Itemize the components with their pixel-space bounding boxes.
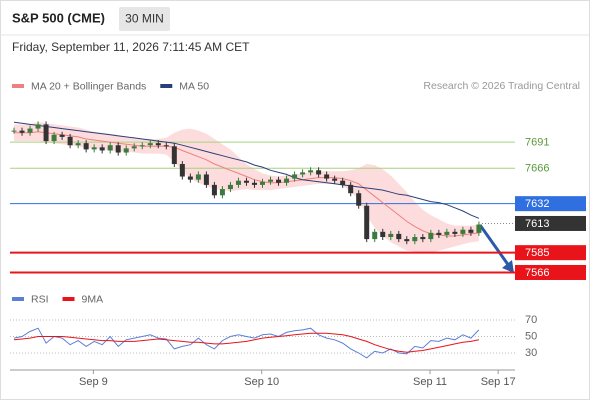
candle-body bbox=[340, 180, 346, 185]
level-label-box bbox=[515, 196, 586, 212]
candle-body bbox=[468, 229, 474, 233]
candle-body bbox=[123, 148, 129, 153]
candle-body bbox=[268, 179, 274, 182]
candle-body bbox=[211, 184, 217, 196]
candle-body bbox=[195, 174, 201, 180]
level-label-box bbox=[515, 215, 586, 231]
candle-body bbox=[332, 178, 338, 181]
timeframe-button[interactable] bbox=[119, 7, 170, 31]
legend-label: MA 20 + Bollinger Bands bbox=[31, 80, 146, 92]
level-label-box bbox=[515, 264, 586, 280]
candle-body bbox=[436, 232, 442, 235]
legend-swatch bbox=[62, 297, 75, 301]
candle-body bbox=[251, 182, 257, 185]
candle-body bbox=[300, 172, 306, 175]
candle-body bbox=[43, 124, 49, 142]
y-tick-label: 70 bbox=[525, 314, 537, 326]
source: Research © 2026 Trading Central bbox=[423, 80, 580, 92]
indicator-line bbox=[13, 332, 479, 353]
candle-body bbox=[131, 146, 137, 149]
candle-body bbox=[99, 147, 105, 151]
candle-body bbox=[75, 143, 81, 146]
candle-body bbox=[388, 233, 394, 238]
candle-body bbox=[452, 231, 458, 234]
legend-label: 9MA bbox=[82, 293, 104, 305]
candle-body bbox=[235, 180, 241, 185]
candle-body bbox=[115, 145, 121, 153]
candle-body bbox=[348, 184, 354, 194]
candle-body bbox=[243, 180, 249, 183]
candle-body bbox=[83, 143, 89, 150]
legend-swatch bbox=[160, 84, 173, 88]
candle-body bbox=[227, 184, 233, 190]
datetime: Friday, September 11, 2026 7:11:45 AM CE… bbox=[12, 40, 250, 54]
candle-body bbox=[147, 143, 153, 146]
candle-body bbox=[276, 179, 282, 183]
forecast-arrowhead bbox=[502, 260, 514, 273]
level-label: 7666 bbox=[525, 163, 549, 175]
forecast-arrow bbox=[478, 224, 511, 267]
candle-body bbox=[372, 231, 378, 240]
candle-body bbox=[179, 164, 185, 177]
y-tick-label: 50 bbox=[525, 330, 537, 342]
candle-body bbox=[292, 174, 298, 179]
candle-body bbox=[444, 231, 450, 235]
timeframe-label[interactable]: 30 MIN bbox=[125, 12, 164, 26]
candle-body bbox=[476, 224, 482, 233]
instrument-title: S&P 500 (CME) bbox=[12, 10, 105, 25]
candle-body bbox=[107, 145, 113, 151]
moving-average bbox=[14, 131, 479, 237]
candle-body bbox=[203, 174, 209, 185]
candle-body bbox=[51, 134, 57, 142]
x-tick-label: Sep 10 bbox=[244, 376, 279, 388]
bollinger-band bbox=[14, 122, 479, 253]
candle-body bbox=[91, 147, 97, 150]
candle-body bbox=[364, 205, 370, 240]
candle-body bbox=[155, 143, 161, 146]
candle-body bbox=[316, 170, 322, 175]
level-label-box bbox=[515, 245, 586, 261]
x-tick-label: Sep 17 bbox=[481, 376, 516, 388]
candle-body bbox=[35, 124, 41, 129]
candle-body bbox=[139, 145, 145, 147]
candle-body bbox=[428, 232, 434, 240]
candle-body bbox=[396, 233, 402, 240]
level-label: 7585 bbox=[525, 247, 549, 259]
level-label: 7613 bbox=[525, 218, 549, 230]
candle-body bbox=[324, 174, 330, 179]
x-tick-label: Sep 11 bbox=[413, 376, 447, 388]
indicator-line bbox=[13, 327, 480, 359]
candle-body bbox=[404, 239, 410, 242]
level-label: 7632 bbox=[525, 198, 549, 210]
candle-body bbox=[19, 130, 25, 133]
level-label: 7566 bbox=[525, 267, 549, 279]
candle-body bbox=[59, 134, 65, 137]
y-tick-label: 30 bbox=[525, 347, 537, 359]
legend-swatch bbox=[12, 84, 24, 88]
candle-body bbox=[260, 181, 265, 185]
legend-swatch bbox=[12, 297, 24, 301]
candle-body bbox=[219, 189, 225, 196]
candle-body bbox=[380, 231, 386, 238]
candle-body bbox=[171, 146, 177, 165]
x-tick-label: Sep 9 bbox=[79, 376, 108, 388]
candle-body bbox=[67, 136, 73, 146]
candle-body bbox=[11, 130, 17, 132]
candle-body bbox=[460, 229, 466, 234]
candle-body bbox=[420, 237, 426, 240]
legend-label: RSI bbox=[31, 293, 49, 305]
candle-body bbox=[27, 128, 33, 133]
candle-body bbox=[308, 170, 314, 173]
legend-label: MA 50 bbox=[179, 80, 209, 92]
candle-body bbox=[187, 176, 193, 180]
candle-body bbox=[284, 178, 290, 183]
candle-body bbox=[412, 237, 418, 242]
level-label: 7691 bbox=[525, 137, 549, 149]
candle-body bbox=[356, 193, 362, 206]
candle-body bbox=[163, 145, 169, 147]
moving-average bbox=[13, 121, 480, 219]
